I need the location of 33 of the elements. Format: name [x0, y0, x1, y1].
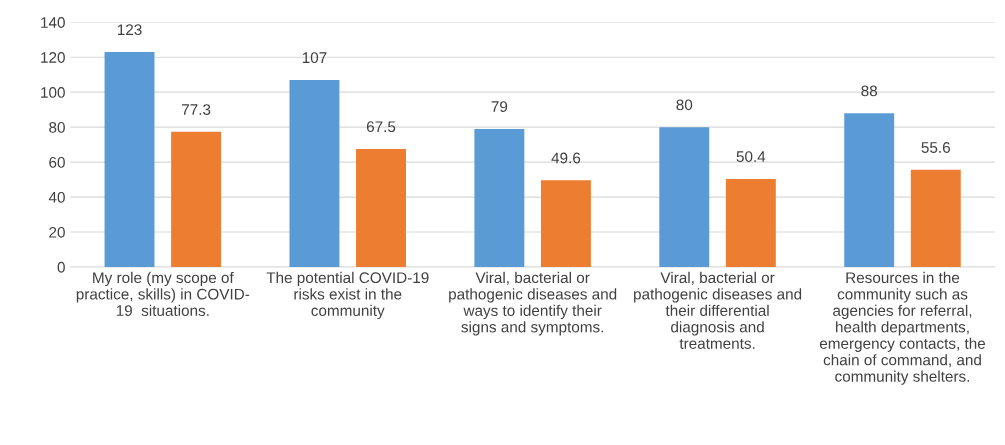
y-tick-label: 100: [41, 87, 65, 98]
bar: [725, 178, 776, 267]
y-tick-label: 120: [41, 52, 65, 63]
x-tick-label: Viral, bacterial or pathogenic diseases and their differential diagnosis and treatments.: [634, 271, 802, 349]
bar: [289, 79, 340, 267]
data-label: 79: [491, 101, 508, 112]
x-tick-label: Resources in the community such as agencies for referral, health departments, emergency contacts, the chain of command, and community shelters.: [819, 271, 986, 385]
data-label: 107: [302, 52, 327, 64]
y-tick-label: 80: [49, 122, 65, 133]
data-label: 49.6: [551, 152, 581, 164]
bar: [844, 113, 895, 267]
data-label: 50.4: [736, 151, 766, 162]
x-tick-label: Viral, bacterial or pathogenic diseases and ways to identify their signs and symptoms.: [449, 271, 617, 336]
bar: [474, 128, 525, 267]
bar: [540, 180, 591, 267]
y-tick-label: 0: [57, 261, 65, 273]
bar: [659, 127, 710, 267]
x-tick-label: My role (my scope of practice, skills) in COVID- 19 situations.: [76, 271, 250, 316]
data-label: 55.6: [921, 142, 950, 153]
data-label: 88: [861, 85, 878, 97]
data-label: 80: [676, 99, 693, 111]
bar: [356, 149, 406, 267]
bar: [910, 169, 961, 267]
bar: [104, 51, 155, 267]
data-label: 67.5: [366, 121, 396, 133]
y-tick-label: 20: [49, 226, 65, 238]
data-label: 123: [117, 24, 142, 36]
data-label: 77.3: [182, 104, 211, 115]
y-tick-label: 40: [48, 191, 65, 203]
bar: [171, 131, 222, 267]
y-tick-label: 60: [49, 156, 65, 168]
y-tick-label: 140: [41, 17, 65, 28]
x-tick-label: The potential COVID-19 risks exist in the community: [266, 271, 429, 320]
